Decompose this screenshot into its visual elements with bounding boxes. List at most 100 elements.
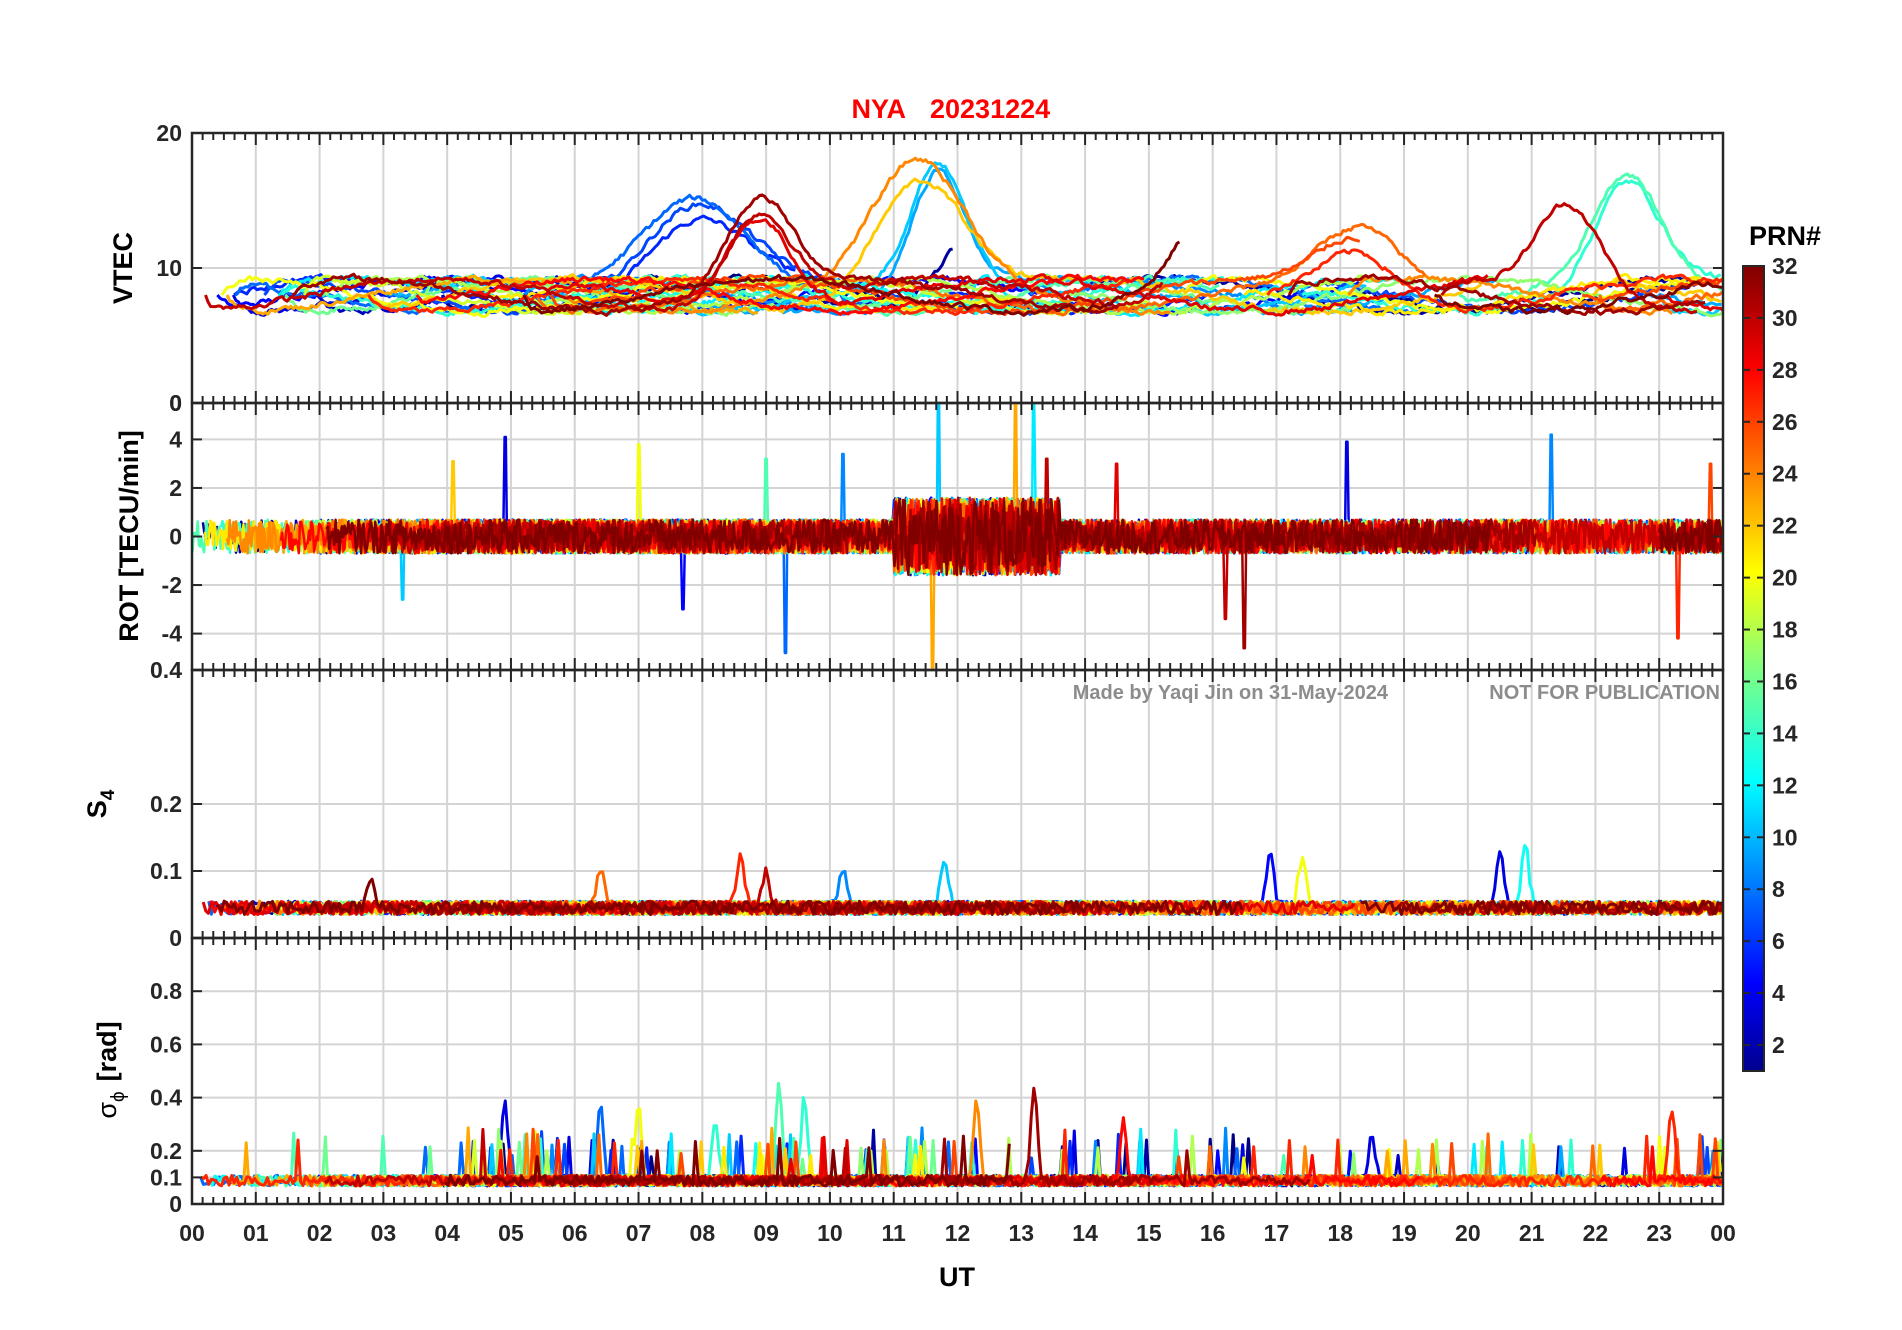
y-tick-label: 2: [169, 475, 182, 501]
x-tick-label: 00: [179, 1220, 205, 1246]
prn-17-trace: [1068, 274, 1723, 318]
prn-31-trace: [1287, 273, 1706, 316]
prn-28-trace: [1599, 1145, 1723, 1188]
prn-32-trace: [325, 496, 1492, 576]
colorbar-tick-label: 14: [1772, 720, 1798, 746]
y-tick-label: 0: [169, 1191, 182, 1217]
y-tick-label: 0.1: [150, 1164, 182, 1190]
x-tick-label: 02: [307, 1220, 333, 1246]
sigma-ylabel-main: σ: [92, 1102, 122, 1119]
rot-ylabel: ROT [TECU/min]: [114, 430, 144, 641]
x-tick-label: 07: [626, 1220, 652, 1246]
rot-panel: -4 -2 0 2 4 0: [162, 390, 1725, 672]
y-tick-label: 10: [156, 255, 182, 281]
s4-panel: 0 0.1 0.2 0.4: [150, 657, 1725, 951]
x-tick-label: 19: [1391, 1220, 1417, 1246]
y-tick-label: 0: [169, 390, 182, 416]
sigma-ylabel-sub: ϕ: [108, 1091, 129, 1102]
vtec-panel: 10 20 0: [156, 120, 1725, 416]
x-tick-label: 11: [882, 1220, 907, 1246]
title-date: 20231224: [930, 94, 1050, 124]
prn-32-trace: [522, 240, 1181, 317]
colorbar-tick-label: 16: [1772, 668, 1798, 694]
prn-20-trace: [483, 443, 958, 577]
x-tick-label: 17: [1264, 1220, 1290, 1246]
x-tick-label: 20: [1455, 1220, 1481, 1246]
x-tick-label: 21: [1519, 1220, 1545, 1246]
x-tick-label: 10: [817, 1220, 843, 1246]
prn-32-trace: [1434, 280, 1723, 316]
colorbar-tick-label: 24: [1772, 461, 1798, 487]
sigma-ylabel: σϕ [rad]: [92, 1021, 129, 1118]
prn-11-trace: [397, 161, 1367, 317]
y-tick-label: 0.1: [150, 858, 182, 884]
colorbar-tick-label: 32: [1772, 253, 1798, 279]
prn-25-trace: [535, 223, 1427, 317]
prn-32-trace: [1657, 518, 1723, 555]
colorbar-tick-label: 10: [1772, 824, 1798, 850]
y-tick-label: 0.2: [150, 1138, 182, 1164]
prn-32-trace: [444, 1134, 1011, 1188]
prn-31-trace: [291, 193, 1117, 317]
x-axis-label: UT: [939, 1262, 975, 1292]
y-tick-label: 0.4: [150, 1085, 182, 1111]
x-tick-label: 12: [945, 1220, 971, 1246]
colorbar-tick-label: 18: [1772, 617, 1798, 643]
prn-28-trace: [415, 273, 1145, 317]
colorbar-tick-label: 6: [1772, 928, 1785, 954]
sigma-phi-panel: 00.10.2 0.4 0.6 0.8: [150, 936, 1725, 1217]
s4-ylabel-sub: 4: [98, 789, 119, 800]
colorbar-tick-label: 30: [1772, 305, 1798, 331]
x-tick-label: 22: [1583, 1220, 1609, 1246]
x-tick-label: 04: [434, 1220, 460, 1246]
s4-ylabel: S4: [82, 789, 119, 818]
vtec-ylabel: VTEC: [108, 232, 138, 304]
y-tick-label: 0.6: [150, 1031, 182, 1057]
x-tick-label: 13: [1008, 1220, 1034, 1246]
x-tick-label: 06: [562, 1220, 588, 1246]
colorbar-tick-label: 22: [1772, 513, 1798, 539]
x-tick-label: 01: [243, 1220, 269, 1246]
colorbar-tick-label: 12: [1772, 772, 1798, 798]
prn-31-trace: [425, 497, 1538, 650]
prn-15-trace: [1458, 172, 1723, 303]
x-tick-label: 08: [690, 1220, 716, 1246]
x-tick-label: 09: [753, 1220, 779, 1246]
y-tick-label: 0.2: [150, 791, 182, 817]
y-tick-label: 0.8: [150, 978, 182, 1004]
y-tick-label: 0: [169, 390, 182, 416]
prn-11-trace: [357, 403, 1367, 601]
x-tick-label: 16: [1200, 1220, 1226, 1246]
y-tick-label: -4: [162, 621, 183, 647]
y-tick-label: 0: [169, 925, 182, 951]
s4-ylabel-main: S: [82, 800, 112, 818]
colorbar-label: PRN#: [1749, 221, 1821, 251]
colorbar-tick-label: 2: [1772, 1032, 1785, 1058]
y-tick-label: 4: [169, 426, 182, 452]
x-tick-label: 14: [1072, 1220, 1098, 1246]
prn-32-trace: [215, 877, 1244, 916]
author-note: Made by Yaqi Jin on 31-May-2024: [1073, 682, 1389, 704]
x-tick-label: 23: [1646, 1220, 1672, 1246]
x-tick-label: 03: [371, 1220, 397, 1246]
y-tick-label: -2: [162, 572, 182, 598]
colorbar-tick-label: 4: [1772, 980, 1785, 1006]
colorbar-tick-label: 28: [1772, 357, 1798, 383]
colorbar: [1742, 265, 1765, 1072]
x-tick-labels: 00 01 02 03 04 05 06 07 08 09 10 11 12 13 14 15 16 17 18 19…: [179, 1220, 1736, 1246]
title-station: NYA: [851, 94, 906, 124]
publication-warning: NOT FOR PUBLICATION: [1489, 682, 1720, 704]
colorbar-tick-label: 26: [1772, 409, 1798, 435]
x-tick-label: 15: [1136, 1220, 1162, 1246]
prn-29-trace: [544, 218, 1489, 317]
prn-30-trace: [204, 212, 1164, 313]
colorbar-tick-label: 20: [1772, 565, 1798, 591]
y-tick-label: 20: [156, 120, 182, 146]
x-tick-label: 18: [1327, 1220, 1353, 1246]
sigma-ylabel-unit: [rad]: [92, 1021, 122, 1081]
prn-32-trace: [1360, 899, 1723, 916]
y-tick-label: 0: [169, 524, 182, 550]
y-tick-label: 0.4: [150, 657, 182, 683]
